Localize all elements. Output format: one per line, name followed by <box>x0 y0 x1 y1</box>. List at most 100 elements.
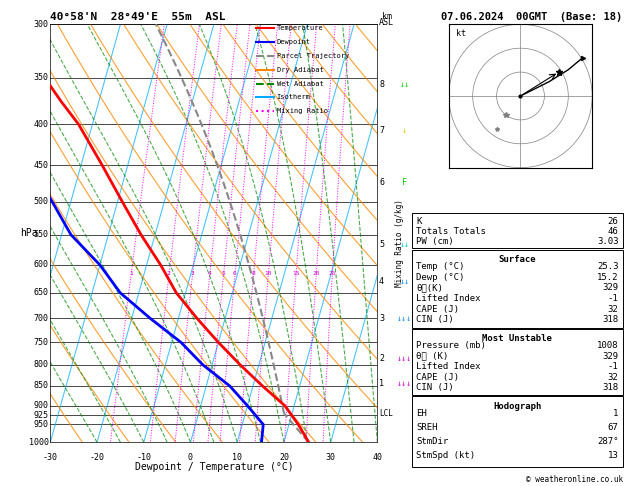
Text: Temp (°C): Temp (°C) <box>416 262 465 271</box>
Text: 8: 8 <box>252 271 255 277</box>
Text: 450: 450 <box>34 160 48 170</box>
Text: 40: 40 <box>372 453 382 462</box>
Text: 400: 400 <box>34 120 48 129</box>
Text: Lifted Index: Lifted Index <box>416 294 481 303</box>
Text: 700: 700 <box>34 314 48 323</box>
Text: 32: 32 <box>608 373 618 382</box>
Text: 32: 32 <box>608 305 618 314</box>
Text: -20: -20 <box>89 453 104 462</box>
Text: ASL: ASL <box>379 18 394 27</box>
Text: 329: 329 <box>603 283 618 293</box>
Text: Surface: Surface <box>499 255 536 264</box>
Text: 3: 3 <box>191 271 194 277</box>
Text: Hodograph: Hodograph <box>493 402 542 411</box>
Text: CIN (J): CIN (J) <box>416 383 454 392</box>
Text: 2: 2 <box>167 271 170 277</box>
Text: © weatheronline.co.uk: © weatheronline.co.uk <box>526 474 623 484</box>
Text: LCL: LCL <box>379 409 393 418</box>
Text: 3: 3 <box>379 314 384 323</box>
Text: ↓↓: ↓↓ <box>399 240 409 249</box>
Text: 925: 925 <box>34 411 48 420</box>
Text: CAPE (J): CAPE (J) <box>416 373 459 382</box>
Text: θᴇ (K): θᴇ (K) <box>416 352 448 361</box>
Text: Dewpoint: Dewpoint <box>277 39 311 45</box>
Text: 0: 0 <box>188 453 193 462</box>
Text: 550: 550 <box>34 230 48 239</box>
Text: kt: kt <box>456 29 466 38</box>
Text: 15: 15 <box>292 271 299 277</box>
Text: F: F <box>402 178 407 187</box>
Text: SREH: SREH <box>416 423 438 432</box>
Text: 1000: 1000 <box>29 438 48 447</box>
Text: 350: 350 <box>34 73 48 82</box>
Text: 6: 6 <box>233 271 237 277</box>
Text: 4: 4 <box>379 278 384 286</box>
Text: 500: 500 <box>34 197 48 206</box>
Text: 1: 1 <box>129 271 133 277</box>
Text: ↓↓: ↓↓ <box>399 80 409 89</box>
Text: 329: 329 <box>603 352 618 361</box>
Text: ↓: ↓ <box>402 126 407 135</box>
Text: 26: 26 <box>608 217 618 226</box>
Text: Mixing Ratio (g/kg): Mixing Ratio (g/kg) <box>395 199 404 287</box>
X-axis label: Dewpoint / Temperature (°C): Dewpoint / Temperature (°C) <box>135 462 293 472</box>
Text: 4: 4 <box>208 271 211 277</box>
Text: -10: -10 <box>136 453 151 462</box>
Bar <box>412 212 623 248</box>
Text: 600: 600 <box>34 260 48 269</box>
Text: Lifted Index: Lifted Index <box>416 362 481 371</box>
Text: 5: 5 <box>221 271 225 277</box>
Text: PW (cm): PW (cm) <box>416 237 454 246</box>
Text: EH: EH <box>416 409 427 417</box>
Text: 7: 7 <box>379 126 384 135</box>
Text: -1: -1 <box>608 362 618 371</box>
Bar <box>412 250 623 328</box>
Text: 300: 300 <box>34 20 48 29</box>
Text: ↓↓↓: ↓↓↓ <box>397 354 412 363</box>
Text: 8: 8 <box>379 80 384 89</box>
Text: Wet Adiabat: Wet Adiabat <box>277 81 323 87</box>
Text: 13: 13 <box>608 451 618 460</box>
Text: Most Unstable: Most Unstable <box>482 334 552 344</box>
Text: 20: 20 <box>313 271 320 277</box>
Text: 20: 20 <box>279 453 289 462</box>
Text: hPa: hPa <box>20 228 38 238</box>
Text: 10: 10 <box>264 271 272 277</box>
Text: 800: 800 <box>34 360 48 369</box>
Text: 3.03: 3.03 <box>597 237 618 246</box>
Text: 15.2: 15.2 <box>597 273 618 282</box>
Text: Temperature: Temperature <box>277 25 323 32</box>
Text: ↓↓: ↓↓ <box>399 278 409 286</box>
Text: 5: 5 <box>379 240 384 249</box>
Text: CAPE (J): CAPE (J) <box>416 305 459 314</box>
Bar <box>412 329 623 395</box>
Text: 2: 2 <box>379 354 384 363</box>
Text: -30: -30 <box>43 453 58 462</box>
Text: ↓↓↓: ↓↓↓ <box>397 314 412 323</box>
Text: 318: 318 <box>603 383 618 392</box>
Text: 07.06.2024  00GMT  (Base: 18): 07.06.2024 00GMT (Base: 18) <box>441 12 622 22</box>
Text: 318: 318 <box>603 315 618 325</box>
Text: StmSpd (kt): StmSpd (kt) <box>416 451 476 460</box>
Text: CIN (J): CIN (J) <box>416 315 454 325</box>
Text: Parcel Trajectory: Parcel Trajectory <box>277 53 349 59</box>
Text: 6: 6 <box>379 178 384 187</box>
Text: K: K <box>416 217 421 226</box>
Text: Dry Adiabat: Dry Adiabat <box>277 67 323 73</box>
Text: 10: 10 <box>232 453 242 462</box>
Text: Pressure (mb): Pressure (mb) <box>416 341 486 350</box>
Text: 1: 1 <box>613 409 618 417</box>
Text: Dewp (°C): Dewp (°C) <box>416 273 465 282</box>
Text: Isotherm: Isotherm <box>277 94 311 101</box>
Text: ↓↓↓: ↓↓↓ <box>397 379 412 388</box>
Text: km: km <box>382 12 392 21</box>
Text: 650: 650 <box>34 288 48 297</box>
Text: 950: 950 <box>34 420 48 429</box>
Text: 30: 30 <box>326 453 336 462</box>
Text: 40°58'N  28°49'E  55m  ASL: 40°58'N 28°49'E 55m ASL <box>50 12 226 22</box>
Text: 850: 850 <box>34 382 48 390</box>
Text: StmDir: StmDir <box>416 437 448 446</box>
Text: θᴇ(K): θᴇ(K) <box>416 283 443 293</box>
Text: 46: 46 <box>608 227 618 236</box>
Text: 67: 67 <box>608 423 618 432</box>
